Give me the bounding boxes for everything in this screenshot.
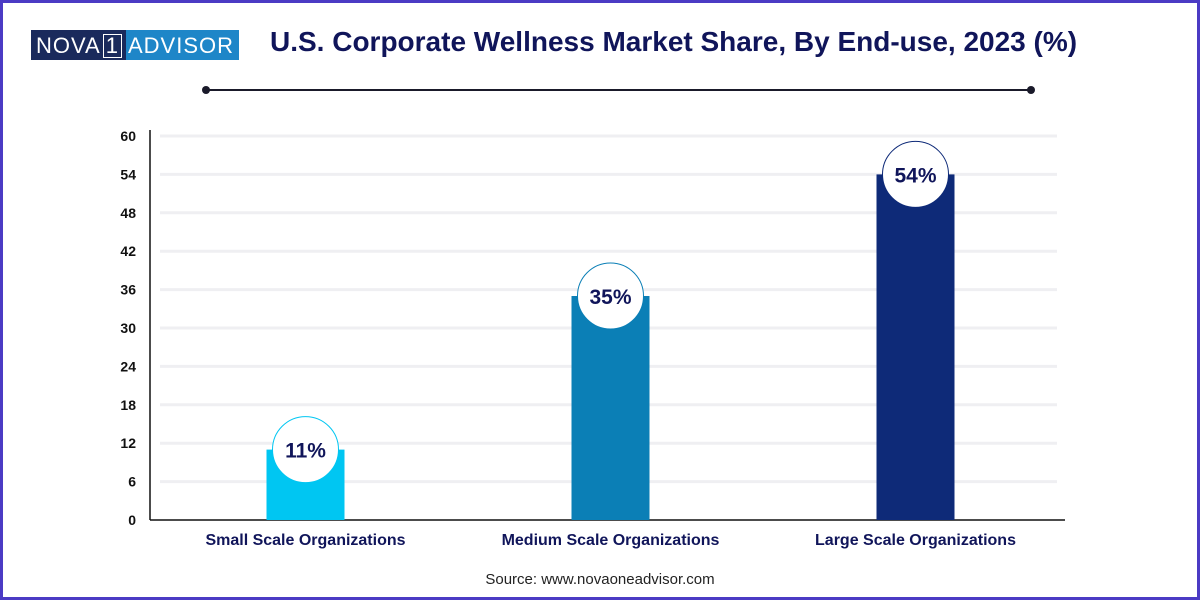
- y-tick-label: 0: [128, 512, 136, 528]
- source-note: Source: www.novaoneadvisor.com: [485, 571, 715, 588]
- title-divider: [206, 89, 1031, 91]
- divider-dot-left: [202, 86, 210, 94]
- logo-text-right: ADVISOR: [125, 30, 239, 60]
- y-tick-label: 12: [120, 435, 136, 451]
- y-tick-label: 24: [120, 358, 136, 374]
- data-label: 54%: [894, 164, 936, 187]
- y-tick-label: 54: [120, 166, 136, 182]
- y-tick-label: 60: [120, 128, 136, 144]
- y-tick-label: 30: [120, 320, 136, 336]
- data-label-circle: [272, 416, 339, 484]
- y-tick-label: 42: [120, 243, 136, 259]
- data-label: 11%: [285, 440, 326, 463]
- y-tick-label: 6: [128, 474, 136, 490]
- chart-title: U.S. Corporate Wellness Market Share, By…: [270, 26, 1078, 57]
- data-label: 35%: [589, 286, 631, 309]
- y-tick-label: 48: [120, 205, 136, 221]
- logo-text-one: 1: [102, 34, 122, 58]
- x-tick-label: Medium Scale Organizations: [502, 532, 720, 549]
- data-label-circle: [577, 262, 644, 330]
- y-tick-label: 36: [120, 282, 136, 298]
- data-label-circle: [882, 140, 949, 208]
- logo-text-left: NOVA: [36, 33, 101, 58]
- nova-advisor-logo: NOVA 1 ADVISOR: [31, 30, 239, 60]
- bar: [876, 174, 955, 520]
- x-tick-label: Large Scale Organizations: [815, 532, 1016, 549]
- y-tick-label: 18: [120, 397, 136, 413]
- divider-dot-right: [1027, 86, 1035, 94]
- bar: [571, 296, 650, 520]
- x-tick-label: Small Scale Organizations: [205, 532, 405, 549]
